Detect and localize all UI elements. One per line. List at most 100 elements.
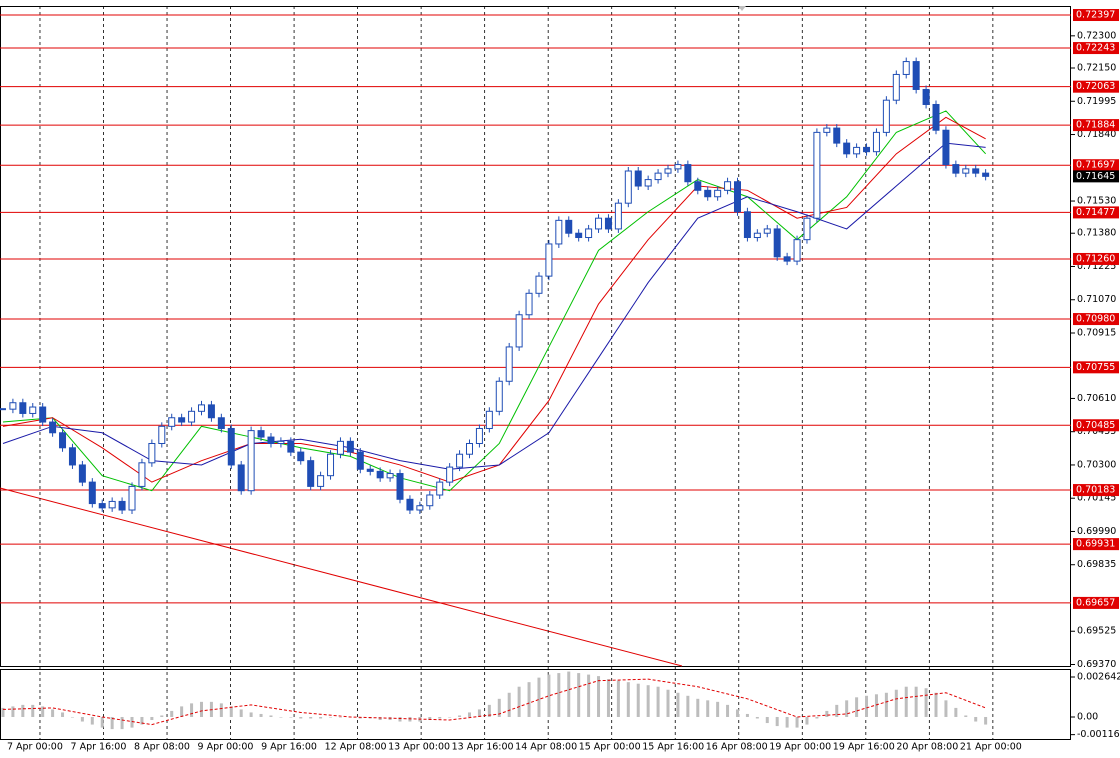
level-label-box: [1073, 119, 1119, 132]
x-tick-label: 19 Apr 00:00: [769, 742, 831, 753]
candle: [853, 146, 861, 155]
histogram-bar: [984, 716, 988, 725]
x-tick-label: 20 Apr 08:00: [896, 742, 958, 753]
candle: [59, 432, 67, 449]
current-price-box: [1073, 170, 1119, 183]
moving-average: [2, 142, 986, 470]
candle: [634, 170, 642, 187]
x-tick-label: 13 Apr 16:00: [452, 742, 514, 753]
candle: [188, 410, 196, 423]
candle: [843, 142, 851, 155]
y-tick-label: 0.69835: [1077, 559, 1116, 570]
candle: [456, 453, 464, 468]
candle: [197, 404, 205, 412]
x-tick-label: 7 Apr 00:00: [7, 742, 63, 753]
y-tick-label: 0.69990: [1077, 526, 1116, 537]
histogram-bar: [249, 712, 253, 717]
level-label: 0.71697: [1076, 160, 1115, 171]
candle: [733, 181, 741, 213]
histogram-bar: [914, 686, 918, 717]
y-tick-label: 0.70455: [1077, 426, 1116, 437]
level-label-box: [1073, 159, 1119, 172]
histogram-bar: [269, 715, 273, 717]
histogram-bar: [428, 716, 432, 721]
candle: [267, 436, 275, 444]
y-tick-label: 0.00: [1077, 711, 1098, 722]
histogram-bar: [706, 700, 710, 717]
histogram-bar: [974, 716, 978, 722]
level-label: 0.69657: [1076, 597, 1115, 608]
candle: [644, 179, 652, 187]
candle: [942, 129, 950, 166]
candle: [396, 473, 404, 500]
histogram-bar: [954, 707, 958, 717]
candle: [565, 219, 573, 234]
candle: [39, 406, 47, 423]
level-label-box: [1073, 313, 1119, 326]
x-tick-label: 15 Apr 00:00: [579, 742, 641, 753]
x-tick-label: 15 Apr 16:00: [642, 742, 704, 753]
histogram-bar: [904, 686, 908, 717]
histogram-bar: [180, 706, 184, 717]
histogram-bar: [855, 697, 859, 717]
level-label: 0.72243: [1076, 43, 1115, 54]
x-tick-label: 8 Apr 08:00: [134, 742, 190, 753]
oscillator-panel-frame: [0, 669, 1071, 740]
histogram-bar: [825, 710, 829, 717]
candle: [505, 346, 513, 382]
candle: [863, 146, 871, 153]
candle: [604, 217, 612, 230]
histogram-bar: [21, 704, 25, 717]
candle: [307, 460, 315, 487]
histogram-bar: [497, 698, 501, 717]
histogram-bar: [894, 689, 898, 717]
level-label: 0.70183: [1076, 485, 1115, 496]
candle: [535, 275, 543, 294]
candle: [525, 292, 533, 316]
histogram-bar: [587, 674, 591, 717]
histogram-bar: [51, 709, 55, 717]
candle: [773, 228, 781, 258]
histogram-bar: [199, 701, 203, 717]
level-label-box: [1073, 419, 1119, 432]
y-tick-label: 0.72150: [1077, 63, 1116, 74]
level-label: 0.72397: [1076, 10, 1115, 21]
candle: [29, 406, 37, 414]
candle: [128, 485, 136, 511]
candle: [257, 430, 265, 438]
candle: [833, 127, 841, 144]
level-label: 0.71477: [1076, 207, 1115, 218]
histogram-bar: [150, 716, 154, 721]
candle: [704, 189, 712, 198]
y-tick-label: 0.71070: [1077, 294, 1116, 305]
signal-line: [2, 678, 986, 726]
histogram-bar: [735, 709, 739, 717]
x-tick-label: 9 Apr 00:00: [198, 742, 254, 753]
candle: [9, 402, 17, 410]
candle: [118, 500, 126, 511]
histogram-bar: [70, 716, 74, 718]
histogram-bar: [378, 716, 382, 721]
level-label-box: [1073, 9, 1119, 22]
histogram-bar: [398, 716, 402, 722]
histogram-bar: [934, 692, 938, 717]
histogram-bar: [130, 716, 134, 728]
candle: [49, 421, 57, 434]
candle: [227, 427, 235, 466]
histogram-bar: [467, 712, 471, 717]
y-tick-label: 0.71380: [1077, 228, 1116, 239]
histogram-bar: [845, 700, 849, 717]
level-label: 0.71260: [1076, 253, 1115, 264]
candle: [763, 228, 771, 234]
histogram-bar: [170, 710, 174, 717]
histogram-bar: [80, 716, 84, 722]
y-tick-label: 0.69370: [1077, 659, 1116, 670]
histogram-bar: [606, 679, 610, 717]
histogram-bar: [219, 703, 223, 717]
y-tick-label: 0.71530: [1077, 196, 1116, 207]
histogram-bar: [229, 706, 233, 717]
histogram-bar: [110, 716, 114, 730]
candle: [426, 494, 434, 507]
histogram-bar: [676, 692, 680, 717]
y-tick-label: 0.70610: [1077, 393, 1116, 404]
